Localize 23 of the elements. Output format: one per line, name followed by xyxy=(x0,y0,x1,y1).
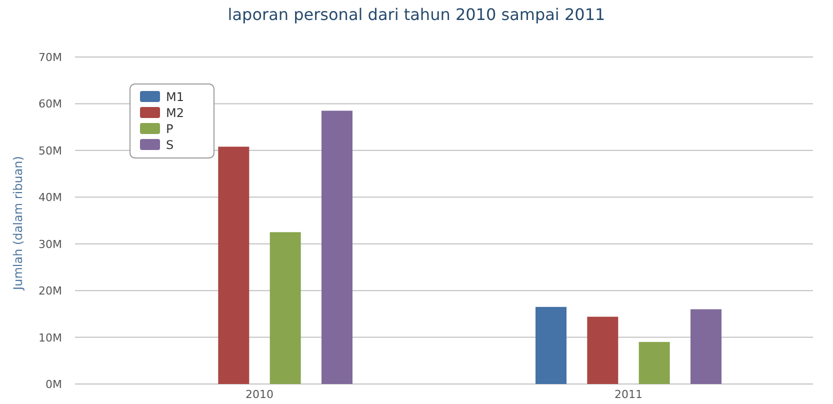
legend-label: M2 xyxy=(166,106,184,120)
legend-label: M1 xyxy=(166,90,184,104)
y-tick-label: 0M xyxy=(46,378,62,391)
bar xyxy=(587,316,618,384)
y-tick-label: 30M xyxy=(38,238,62,251)
y-tick-label: 40M xyxy=(38,191,62,204)
y-axis-title: Jumlah (dalam ribuan) xyxy=(11,156,25,291)
x-tick-label: 2011 xyxy=(614,388,642,401)
bar xyxy=(321,110,352,384)
legend-label: S xyxy=(166,138,174,152)
y-tick-label: 70M xyxy=(38,51,62,64)
y-tick-label: 50M xyxy=(38,144,62,158)
legend-label: P xyxy=(166,122,174,136)
bar xyxy=(218,146,250,384)
bar xyxy=(536,306,567,384)
bar xyxy=(638,342,670,384)
y-tick-label: 10M xyxy=(38,331,62,344)
x-tick-label: 2010 xyxy=(246,388,274,401)
y-tick-label: 20M xyxy=(38,284,62,298)
y-tick-label: 60M xyxy=(38,98,62,111)
bar xyxy=(690,309,722,384)
bar xyxy=(270,232,301,384)
chart-title: laporan personal dari tahun 2010 sampai 2011 xyxy=(228,5,606,24)
